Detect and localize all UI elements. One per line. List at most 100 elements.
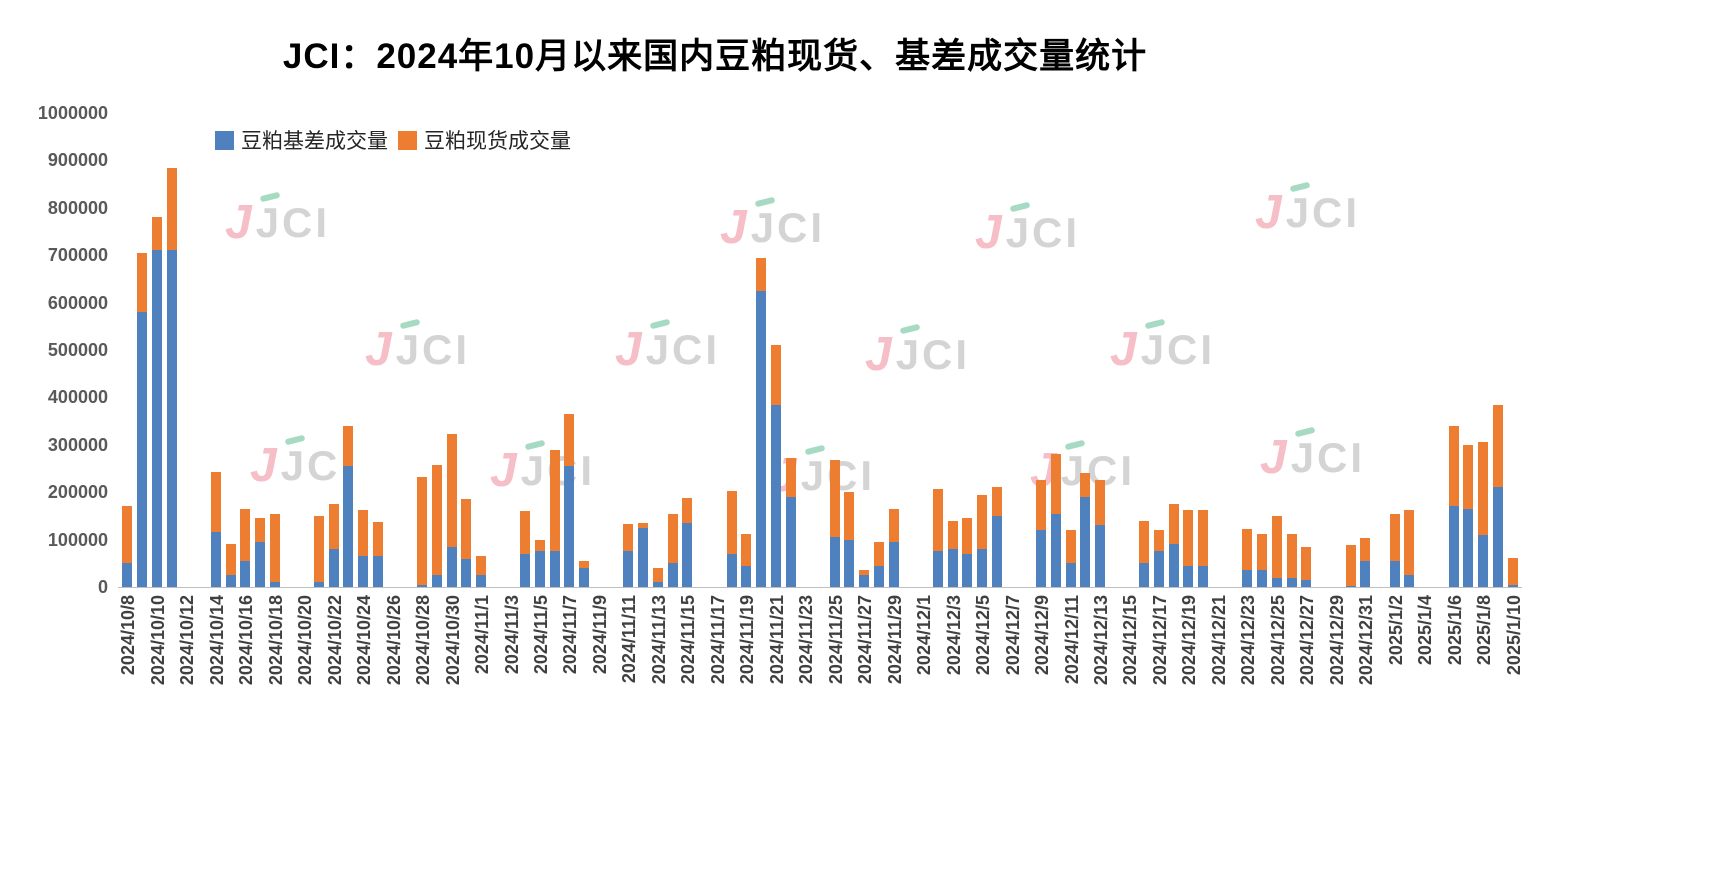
jci-watermark-j-icon: J [615, 323, 642, 376]
jci-watermark-text: JCI [645, 325, 721, 373]
bar-basis-segment [240, 560, 251, 587]
bar-spot-segment [1345, 545, 1356, 587]
bar-spot-segment [210, 471, 221, 533]
x-tick-label: 2024/11/13 [648, 595, 669, 685]
bar-basis-segment [947, 549, 958, 587]
x-axis-line [118, 587, 1522, 588]
bar-spot-segment [328, 504, 339, 550]
bar-basis-segment [756, 290, 767, 587]
bar-basis-segment [1345, 586, 1356, 587]
x-tick-label: 2024/12/31 [1356, 595, 1377, 686]
bar-spot-segment [1242, 529, 1253, 571]
y-tick-label: 400000 [47, 387, 108, 408]
y-tick-label: 100000 [47, 529, 108, 550]
bar-spot-segment [844, 492, 855, 540]
bar-spot-segment [829, 459, 840, 538]
bar-basis-segment [1478, 534, 1489, 587]
bar-spot-segment [269, 513, 280, 583]
legend-label-spot: 豆粕现货成交量 [424, 130, 571, 153]
x-tick-label: 2024/12/9 [1032, 595, 1053, 676]
bar-spot-segment [417, 477, 428, 585]
x-tick-label: 2024/11/23 [796, 595, 817, 685]
bar-basis-segment [962, 553, 973, 587]
bar-spot-segment [770, 345, 781, 405]
x-tick-label: 2024/12/25 [1267, 595, 1288, 686]
x-tick-label: 2025/1/8 [1474, 595, 1495, 666]
x-tick-label: 2024/12/11 [1061, 595, 1082, 685]
chart-title: JCI：2024年10月以来国内豆粕现货、基差成交量统计 [282, 37, 1148, 76]
jci-watermark-j-icon: J [720, 201, 747, 254]
x-tick-label: 2024/10/24 [354, 595, 375, 686]
bar-spot-segment [756, 257, 767, 291]
bar-spot-segment [431, 464, 442, 576]
x-tick-label: 2025/1/4 [1415, 595, 1436, 666]
x-tick-label: 2024/10/22 [324, 595, 345, 686]
bar-basis-segment [1168, 544, 1179, 587]
x-tick-label: 2024/12/17 [1149, 595, 1170, 686]
x-tick-label: 2024/12/1 [914, 595, 935, 676]
x-tick-label: 2024/11/1 [472, 595, 493, 675]
x-tick-label: 2024/11/21 [766, 595, 787, 685]
jci-watermark-j-icon: J [865, 328, 892, 381]
x-tick-label: 2024/12/29 [1326, 595, 1347, 686]
bar-spot-segment [785, 458, 796, 497]
bar-spot-segment [888, 508, 899, 542]
jci-watermark-j-icon: J [1260, 431, 1287, 484]
jci-watermark-text: JCI [1290, 433, 1366, 481]
jci-watermark-text: JCI [1005, 208, 1081, 256]
x-tick-label: 2024/12/5 [973, 595, 994, 676]
bar-basis-segment [328, 549, 339, 587]
x-tick-label: 2024/11/27 [855, 595, 876, 685]
bar-basis-segment [888, 541, 899, 587]
bar-spot-segment [741, 533, 752, 566]
x-tick-label: 2024/11/11 [619, 595, 640, 684]
jci-watermark-j-icon: J [1110, 323, 1137, 376]
x-tick-label: 2024/11/9 [589, 595, 610, 675]
bar-basis-segment [564, 466, 575, 587]
bar-basis-segment [313, 582, 324, 587]
bar-spot-segment [1360, 538, 1371, 561]
bar-basis-segment [1389, 560, 1400, 587]
bar-basis-segment [726, 553, 737, 587]
bar-spot-segment [1198, 510, 1209, 566]
bar-spot-segment [549, 449, 560, 552]
bar-spot-segment [1065, 530, 1076, 564]
x-tick-label: 2024/11/25 [825, 595, 846, 685]
bar-basis-segment [225, 575, 236, 587]
jci-watermark-text: JCI [895, 330, 971, 378]
bar-basis-segment [991, 515, 1002, 587]
bar-basis-segment [1286, 577, 1297, 587]
bar-basis-segment [1050, 513, 1061, 587]
x-tick-label: 2024/10/28 [413, 595, 434, 686]
bar-spot-segment [535, 539, 545, 552]
x-tick-label: 2024/11/29 [884, 595, 905, 685]
bar-spot-segment [1492, 404, 1503, 488]
legend-swatch-spot-icon [398, 130, 417, 150]
bar-basis-segment [1404, 575, 1415, 587]
y-tick-label: 0 [97, 577, 108, 597]
bar-basis-segment [137, 312, 148, 587]
legend-label-basis: 豆粕基差成交量 [241, 130, 388, 153]
bar-spot-segment [1257, 533, 1268, 571]
x-tick-label: 2024/12/3 [943, 595, 964, 676]
x-tick-label: 2024/10/30 [442, 595, 463, 686]
y-tick-label: 200000 [47, 482, 108, 503]
jci-watermark-text: JCI [255, 198, 331, 246]
bar-spot-segment [1080, 473, 1091, 497]
bar-basis-segment [1139, 563, 1150, 587]
bar-basis-segment [1153, 551, 1164, 587]
bar-basis-segment [166, 250, 177, 587]
chart-legend: 豆粕基差成交量 豆粕现货成交量 [215, 125, 571, 155]
bar-basis-segment [372, 556, 383, 587]
x-tick-label: 2024/10/26 [383, 595, 404, 686]
bar-spot-segment [947, 520, 958, 550]
bar-basis-segment [1463, 508, 1474, 587]
y-tick-label: 500000 [47, 340, 108, 360]
bar-spot-segment [1036, 480, 1047, 531]
bar-spot-segment [1463, 444, 1474, 509]
x-tick-label: 2024/10/10 [147, 595, 168, 686]
